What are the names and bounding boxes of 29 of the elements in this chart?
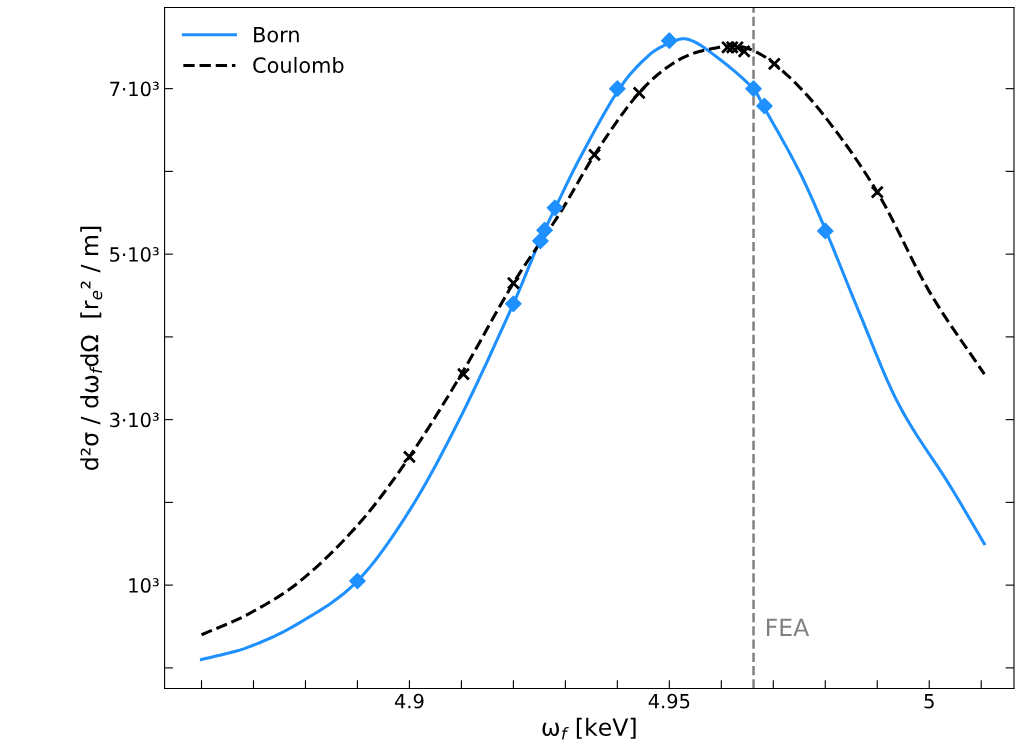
point bbox=[767, 57, 782, 71]
point bbox=[661, 32, 678, 49]
x-tick-label: 4.95 bbox=[648, 693, 690, 709]
x-tick-label: 4.9 bbox=[394, 693, 424, 709]
point bbox=[402, 450, 417, 464]
y-tick-label: 10³ bbox=[129, 578, 159, 593]
ref-line-label: FEA bbox=[766, 618, 810, 636]
point bbox=[745, 80, 762, 97]
point bbox=[609, 80, 626, 97]
point bbox=[546, 199, 564, 217]
point bbox=[536, 221, 553, 239]
point bbox=[532, 232, 549, 250]
legend-label: Born bbox=[254, 26, 299, 43]
point bbox=[870, 185, 885, 199]
point bbox=[506, 276, 521, 290]
y-tick-label: 7·10³ bbox=[110, 81, 159, 97]
legend-label: Coulomb bbox=[253, 56, 344, 74]
point bbox=[349, 572, 366, 590]
y-tick-label: 3·10³ bbox=[110, 412, 159, 428]
point bbox=[632, 86, 646, 100]
x-tick-label: 5 bbox=[924, 694, 934, 709]
point bbox=[756, 97, 773, 115]
point bbox=[456, 367, 471, 381]
y-tick-label: 5·10³ bbox=[110, 247, 159, 262]
y-axis-title: d²σ / dω$_{f}$dΩ [r$_{e}$² / m] bbox=[80, 226, 103, 470]
point bbox=[587, 148, 602, 162]
point bbox=[816, 222, 834, 240]
point bbox=[505, 295, 522, 313]
x-axis-title: ω$_{f}$ [keV] bbox=[542, 717, 636, 740]
